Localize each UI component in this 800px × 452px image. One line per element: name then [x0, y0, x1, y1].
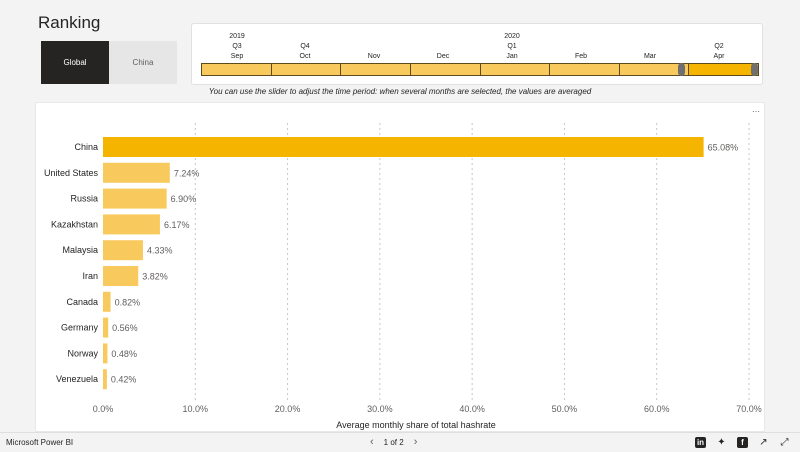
timeline-cell-sep[interactable] [201, 63, 271, 76]
brand-label: Microsoft Power BI [6, 438, 74, 447]
x-tick-label: 30.0% [367, 404, 393, 414]
x-tick-label: 0.0% [93, 404, 114, 414]
category-label: Malaysia [62, 245, 98, 255]
x-tick-label: 50.0% [552, 404, 578, 414]
timeline-quarter-q1: Q1 [507, 43, 517, 50]
data-label: 4.33% [147, 246, 173, 256]
page-title: Ranking [38, 13, 101, 32]
x-tick-label: 10.0% [183, 404, 209, 414]
chevron-left-icon[interactable]: ‹ [370, 436, 374, 448]
data-label: 0.82% [115, 297, 141, 307]
page-navigator: ‹ 1 of 2 › [370, 436, 417, 448]
share-icon[interactable]: ↗ [759, 437, 768, 448]
data-label: 0.42% [111, 375, 137, 385]
timeline-month-mar: Mar [643, 53, 657, 60]
timeline-year-2020: 2020 [504, 33, 520, 40]
timeline-end-handle[interactable] [751, 63, 758, 76]
bar [103, 162, 170, 183]
bar [103, 343, 108, 364]
x-tick-label: 20.0% [275, 404, 301, 414]
bar [103, 369, 107, 390]
global-toggle-button[interactable]: Global [41, 41, 109, 84]
page-indicator: 1 of 2 [383, 437, 404, 447]
facebook-icon[interactable]: f [737, 437, 748, 448]
timeline-month-jan: Jan [506, 53, 518, 60]
category-label: Canada [66, 297, 98, 307]
twitter-icon[interactable]: ✦ [717, 437, 726, 448]
timeline-cell-jan[interactable] [479, 63, 550, 76]
timeline-cell-apr[interactable] [688, 63, 759, 76]
timeline-cell-nov[interactable] [340, 63, 410, 76]
category-label: Norway [67, 348, 98, 358]
bar [103, 291, 111, 312]
category-label: Kazakhstan [51, 219, 98, 229]
timeline-cell-feb[interactable] [549, 63, 619, 76]
data-label: 6.17% [164, 220, 190, 230]
timeline-month-sep: Sep [230, 53, 244, 60]
timeline-cell-oct[interactable] [270, 63, 341, 76]
data-label: 0.48% [111, 349, 137, 359]
category-label: Russia [70, 194, 98, 204]
bar [103, 188, 167, 209]
timeline-month-dec: Dec [436, 53, 450, 60]
status-bar: Microsoft Power BI ‹ 1 of 2 › in ✦ f ↗ ⤢ [0, 432, 800, 452]
bar [103, 317, 109, 338]
timeline-cell-mar[interactable] [618, 63, 689, 76]
ranking-chart-panel: ⋯ 0.0% 10.0% 20.0% 30.0% 40.0% 50.0% 60.0% 70.0… [35, 102, 765, 432]
timeline-month-feb: Feb [574, 53, 588, 60]
linkedin-icon[interactable]: in [695, 437, 706, 448]
data-label: 65.08% [708, 143, 739, 153]
slider-hint-text: You can use the slider to adjust the tim… [208, 87, 592, 96]
category-label: China [74, 142, 98, 152]
x-tick-label: 40.0% [459, 404, 485, 414]
timeline-month-nov: Nov [367, 53, 381, 60]
timeline-slicer[interactable]: 2019 2020 Q3 Q4 Q1 Q2 Sep Oct Nov Dec Ja… [191, 23, 763, 85]
timeline-start-handle[interactable] [678, 63, 685, 76]
china-toggle-button[interactable]: China [109, 41, 177, 84]
category-label: Venezuela [56, 374, 98, 384]
data-label: 6.90% [171, 194, 197, 204]
timeline-quarter-q2: Q2 [714, 43, 724, 50]
category-label: United States [44, 168, 99, 178]
data-label: 7.24% [174, 168, 200, 178]
category-label: Germany [61, 323, 99, 333]
ranking-bar-chart: 0.0% 10.0% 20.0% 30.0% 40.0% 50.0% 60.0% 70.0% C… [44, 123, 762, 430]
x-axis-title: Average monthly share of total hashrate [336, 420, 495, 430]
timeline-quarter-q3: Q3 [232, 43, 242, 50]
x-tick-label: 70.0% [736, 404, 762, 414]
timeline-month-oct: Oct [299, 53, 311, 60]
timeline-year-2019: 2019 [229, 33, 245, 40]
timeline-cell-dec[interactable] [409, 63, 480, 76]
more-options-icon[interactable]: ⋯ [752, 107, 760, 116]
timeline-track[interactable] [201, 63, 759, 76]
x-tick-label: 60.0% [644, 404, 670, 414]
bar [103, 240, 143, 261]
data-label: 3.82% [142, 272, 168, 282]
category-label: Iran [82, 271, 98, 281]
chevron-right-icon[interactable]: › [413, 436, 418, 448]
bar [103, 214, 160, 235]
data-label: 0.56% [112, 323, 138, 333]
bar [103, 266, 139, 286]
bar [103, 137, 704, 157]
timeline-quarter-q4: Q4 [300, 43, 310, 50]
timeline-month-apr: Apr [713, 53, 725, 60]
share-toolbar: in ✦ f ↗ ⤢ [695, 437, 790, 448]
fullscreen-icon[interactable]: ⤢ [780, 437, 789, 448]
